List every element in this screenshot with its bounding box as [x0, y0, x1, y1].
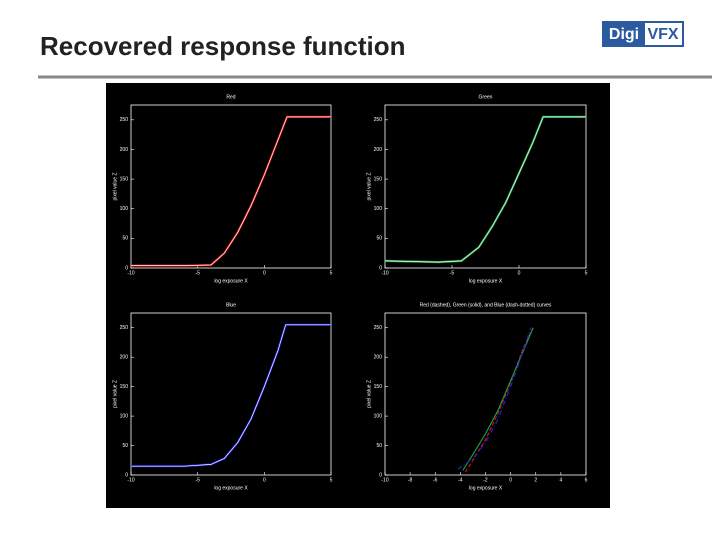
- x-axis-label: log exposure X: [469, 278, 503, 284]
- slide-title: Recovered response function: [40, 31, 406, 61]
- y-tick-label: 200: [120, 355, 129, 361]
- x-tick-label: 5: [330, 270, 333, 276]
- y-tick-label: 150: [374, 384, 383, 390]
- plot-frame: [130, 104, 332, 269]
- y-tick-label: 150: [120, 384, 129, 390]
- plot-frame: [384, 104, 587, 269]
- y-tick-label: 150: [374, 176, 383, 182]
- y-tick-label: 50: [376, 236, 382, 242]
- y-tick-label: 50: [122, 443, 128, 449]
- logo-left: Digi: [609, 26, 639, 43]
- y-tick-label: 250: [374, 325, 383, 331]
- x-tick-label: -5: [195, 270, 200, 276]
- y-tick-label: 50: [122, 236, 128, 242]
- y-tick-label: 0: [379, 265, 382, 271]
- x-tick-label: -10: [381, 477, 388, 483]
- y-tick-label: 150: [120, 176, 129, 182]
- plot-frame: [130, 312, 332, 476]
- x-tick-label: -10: [127, 270, 134, 276]
- x-tick-label: 0: [518, 270, 521, 276]
- y-tick-label: 250: [120, 117, 129, 123]
- fit-curve: [131, 116, 331, 266]
- y-tick-label: 200: [120, 147, 129, 153]
- x-tick-label: -10: [127, 477, 134, 483]
- x-tick-label: 5: [585, 270, 588, 276]
- y-tick-label: 50: [376, 443, 382, 449]
- x-tick-label: -5: [450, 270, 455, 276]
- x-tick-label: -8: [408, 477, 413, 483]
- x-tick-label: -10: [381, 270, 388, 276]
- x-tick-label: -5: [195, 477, 200, 483]
- x-tick-label: -6: [433, 477, 438, 483]
- x-axis-label: log exposure X: [469, 485, 503, 491]
- y-axis-label: pixel value Z: [366, 380, 372, 408]
- x-axis-label: log exposure X: [214, 278, 248, 284]
- plot-title: Blue: [226, 302, 236, 308]
- y-tick-label: 0: [379, 472, 382, 478]
- fit-curve: [131, 324, 331, 467]
- logo-right: VFX: [647, 26, 678, 43]
- x-tick-label: 0: [509, 477, 512, 483]
- x-tick-label: -4: [458, 477, 463, 483]
- y-axis-label: pixel value Z: [112, 380, 118, 408]
- y-tick-label: 200: [374, 147, 383, 153]
- y-tick-label: 0: [125, 472, 128, 478]
- response-curve: [457, 327, 532, 470]
- x-axis-label: log exposure X: [214, 485, 248, 491]
- fit-curve: [384, 116, 586, 263]
- figure-background: [106, 83, 610, 508]
- y-axis-label: pixel value Z: [366, 172, 372, 200]
- x-tick-label: 0: [263, 477, 266, 483]
- x-tick-label: 2: [534, 477, 537, 483]
- y-tick-label: 250: [120, 325, 129, 331]
- x-tick-label: 4: [559, 477, 562, 483]
- plot-title: Red: [226, 94, 235, 100]
- x-tick-label: 0: [263, 270, 266, 276]
- y-tick-label: 100: [374, 206, 383, 212]
- response-curve: [464, 327, 534, 473]
- y-tick-label: 250: [374, 117, 383, 123]
- y-tick-label: 100: [374, 413, 383, 419]
- y-tick-label: 100: [120, 413, 129, 419]
- y-tick-label: 100: [120, 206, 129, 212]
- x-tick-label: -2: [483, 477, 488, 483]
- y-axis-label: pixel value Z: [112, 172, 118, 200]
- x-tick-label: 5: [330, 477, 333, 483]
- y-tick-label: 0: [125, 265, 128, 271]
- x-tick-label: 6: [585, 477, 588, 483]
- y-tick-label: 200: [374, 355, 383, 361]
- logo-fill: [604, 23, 645, 45]
- plot-title: Green: [479, 94, 493, 100]
- plot-title: Red (dashed), Green (solid), and Blue (d…: [420, 302, 552, 308]
